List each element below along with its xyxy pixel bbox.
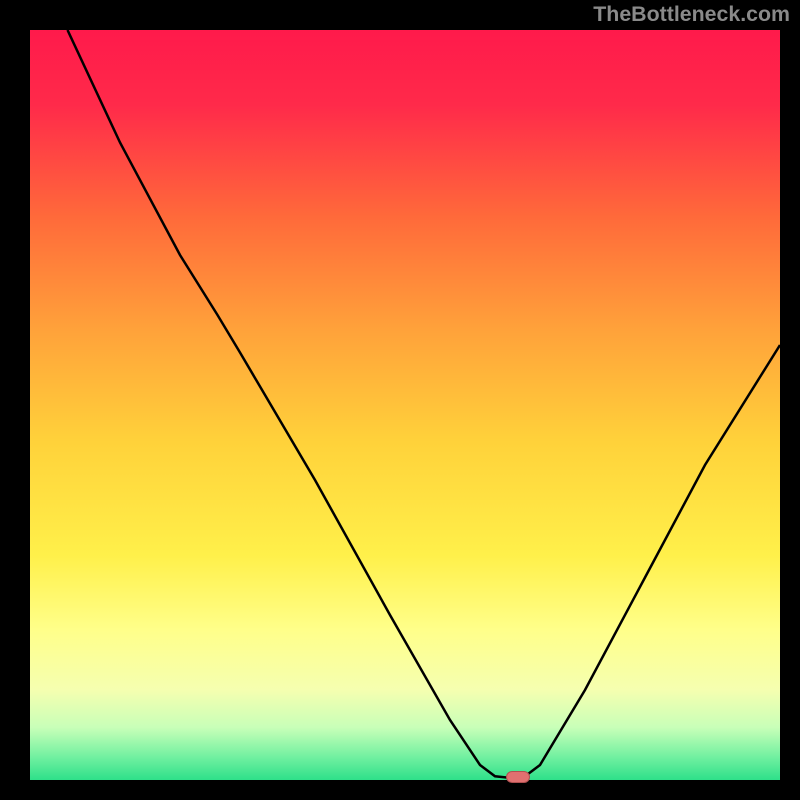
optimum-marker (506, 771, 530, 783)
bottleneck-curve (30, 30, 780, 780)
plot-area (30, 30, 780, 780)
watermark-text: TheBottleneck.com (593, 2, 790, 27)
curve-path (68, 30, 781, 778)
chart-container: TheBottleneck.com (0, 0, 800, 800)
